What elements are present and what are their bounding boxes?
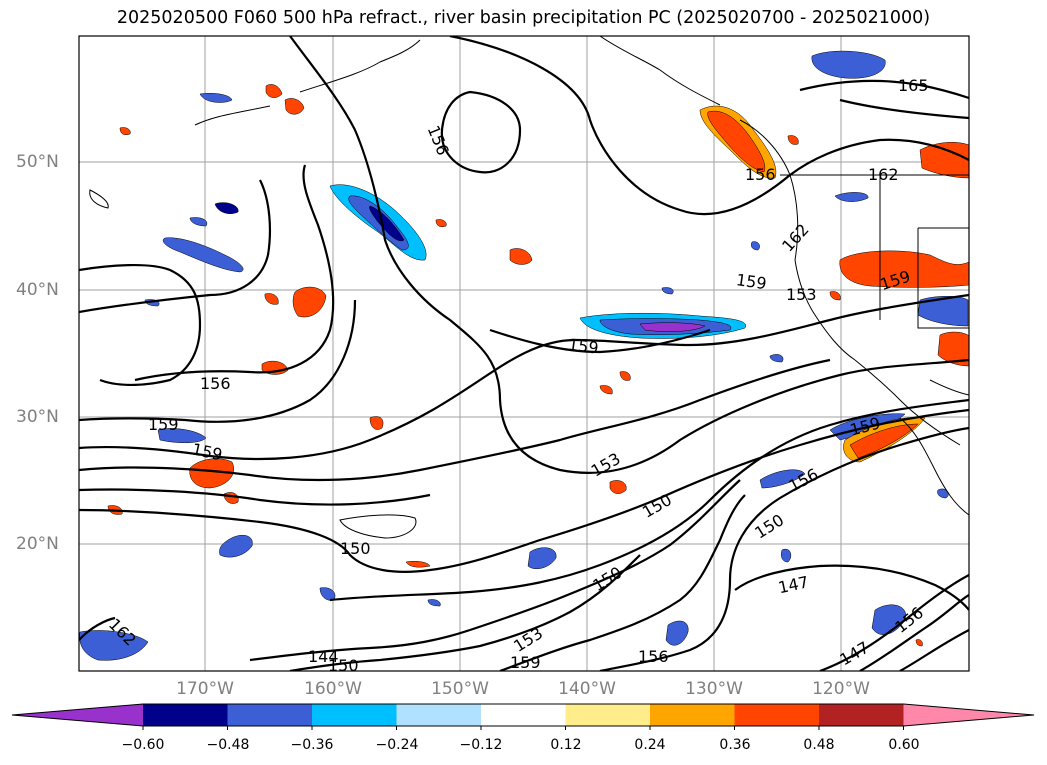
lat-label: 30°N [16, 407, 59, 427]
colorbar [11, 703, 1035, 730]
contour-label: 144 [308, 647, 339, 666]
colorbar-segment [734, 704, 820, 726]
lon-label: 150°W [431, 679, 489, 699]
colorbar-tick-label: 0.12 [550, 737, 582, 753]
map-frame [78, 35, 970, 672]
colorbar-extend-high [903, 704, 1034, 726]
contour-label: 156 [745, 165, 776, 184]
contour-label: 165 [898, 76, 929, 95]
colorbar-tick-label: 0.36 [719, 737, 751, 753]
coastlines [89, 36, 969, 539]
lon-label: 130°W [685, 679, 743, 699]
colorbar-tick-label: 0.60 [888, 737, 920, 753]
lon-label: 170°W [176, 679, 234, 699]
colorbar-tick-label: −0.12 [459, 737, 503, 753]
contour-label: 156 [200, 374, 231, 393]
contour-label: 153 [786, 285, 817, 304]
colorbar-segment [143, 704, 228, 726]
colorbar-tick-label: −0.24 [375, 737, 419, 753]
contour-label: 159 [567, 335, 600, 358]
lon-label: 120°W [812, 679, 870, 699]
gridlines [79, 36, 969, 671]
colorbar-segment [312, 704, 397, 726]
colorbar-segment [650, 704, 735, 726]
colorbar-segment [481, 704, 566, 726]
colorbar-tick-label: −0.36 [290, 737, 334, 753]
contour-label: 156 [638, 647, 669, 666]
lat-label: 20°N [16, 534, 59, 554]
map-title: 2025020500 F060 500 hPa refract., river … [116, 8, 931, 28]
lat-label: 50°N [16, 152, 59, 172]
contour-label: 162 [868, 165, 899, 184]
colorbar-tick-label: −0.48 [206, 737, 250, 753]
positive-anomaly-areas [107, 84, 969, 647]
colorbar-segment [396, 704, 482, 726]
contour-label: 159 [510, 653, 541, 672]
colorbar-extend-low [12, 704, 143, 726]
contour-label: 150 [340, 539, 371, 558]
colorbar-tick-label: 0.48 [803, 737, 835, 753]
lat-label: 40°N [16, 280, 59, 300]
lon-label: 160°W [304, 679, 362, 699]
colorbar-segment [565, 704, 651, 726]
negative-anomaly-areas [79, 50, 969, 661]
contour-label: 150 [328, 656, 359, 675]
lon-label: 140°W [558, 679, 616, 699]
contour-label: 159 [735, 270, 768, 293]
colorbar-segment [227, 704, 313, 726]
colorbar-tick-label: −0.60 [121, 737, 165, 753]
contour-label: 159 [148, 415, 179, 434]
colorbar-tick-label: 0.24 [634, 737, 666, 753]
refractivity-contours [79, 36, 969, 671]
colorbar-segment [819, 704, 904, 726]
